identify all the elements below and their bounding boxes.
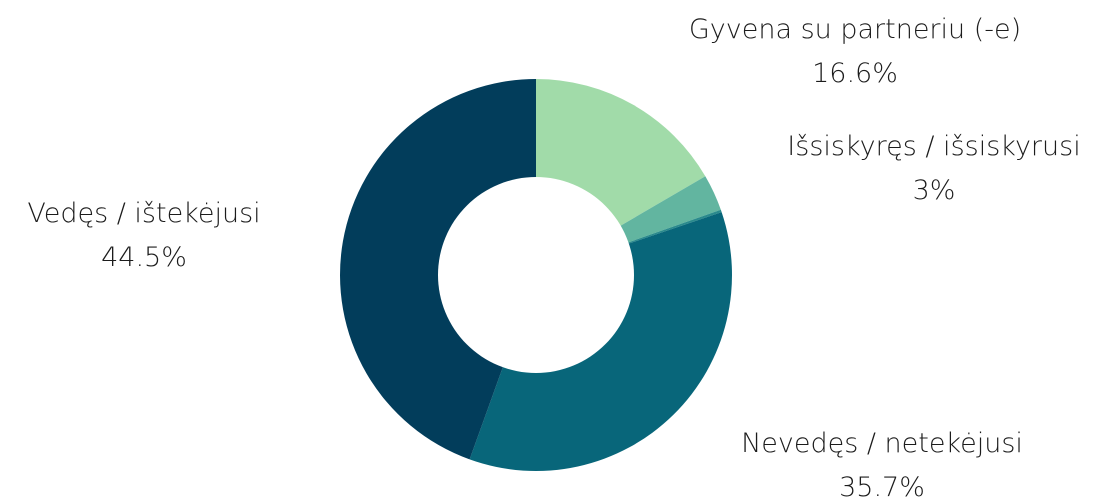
slice-label-gyvena-value: 16.6% [812, 58, 898, 89]
donut-hole [438, 177, 634, 373]
label-vedes: Vedęs / ištekėjusi 44.5% [27, 198, 260, 273]
label-neveds: Nevedęs / netekėjusi 35.7% [741, 428, 1023, 499]
slice-label-issiskyres-name: Išsiskyręs / išsiskyrusi [787, 131, 1080, 162]
pie-slice-4 [340, 79, 536, 460]
label-gyvena: Gyvena su partneriu (-e) 16.6% [689, 14, 1021, 89]
label-issiskyres: Išsiskyręs / išsiskyrusi 3% [787, 131, 1080, 206]
slice-label-issiskyres-value: 3% [913, 175, 956, 206]
slice-label-vedes-name: Vedęs / ištekėjusi [27, 198, 260, 229]
slice-label-gyvena-name: Gyvena su partneriu (-e) [689, 14, 1021, 45]
slice-label-neveds-value: 35.7% [839, 472, 925, 499]
slice-label-neveds-name: Nevedęs / netekėjusi [741, 428, 1023, 459]
slice-label-vedes-value: 44.5% [101, 242, 187, 273]
